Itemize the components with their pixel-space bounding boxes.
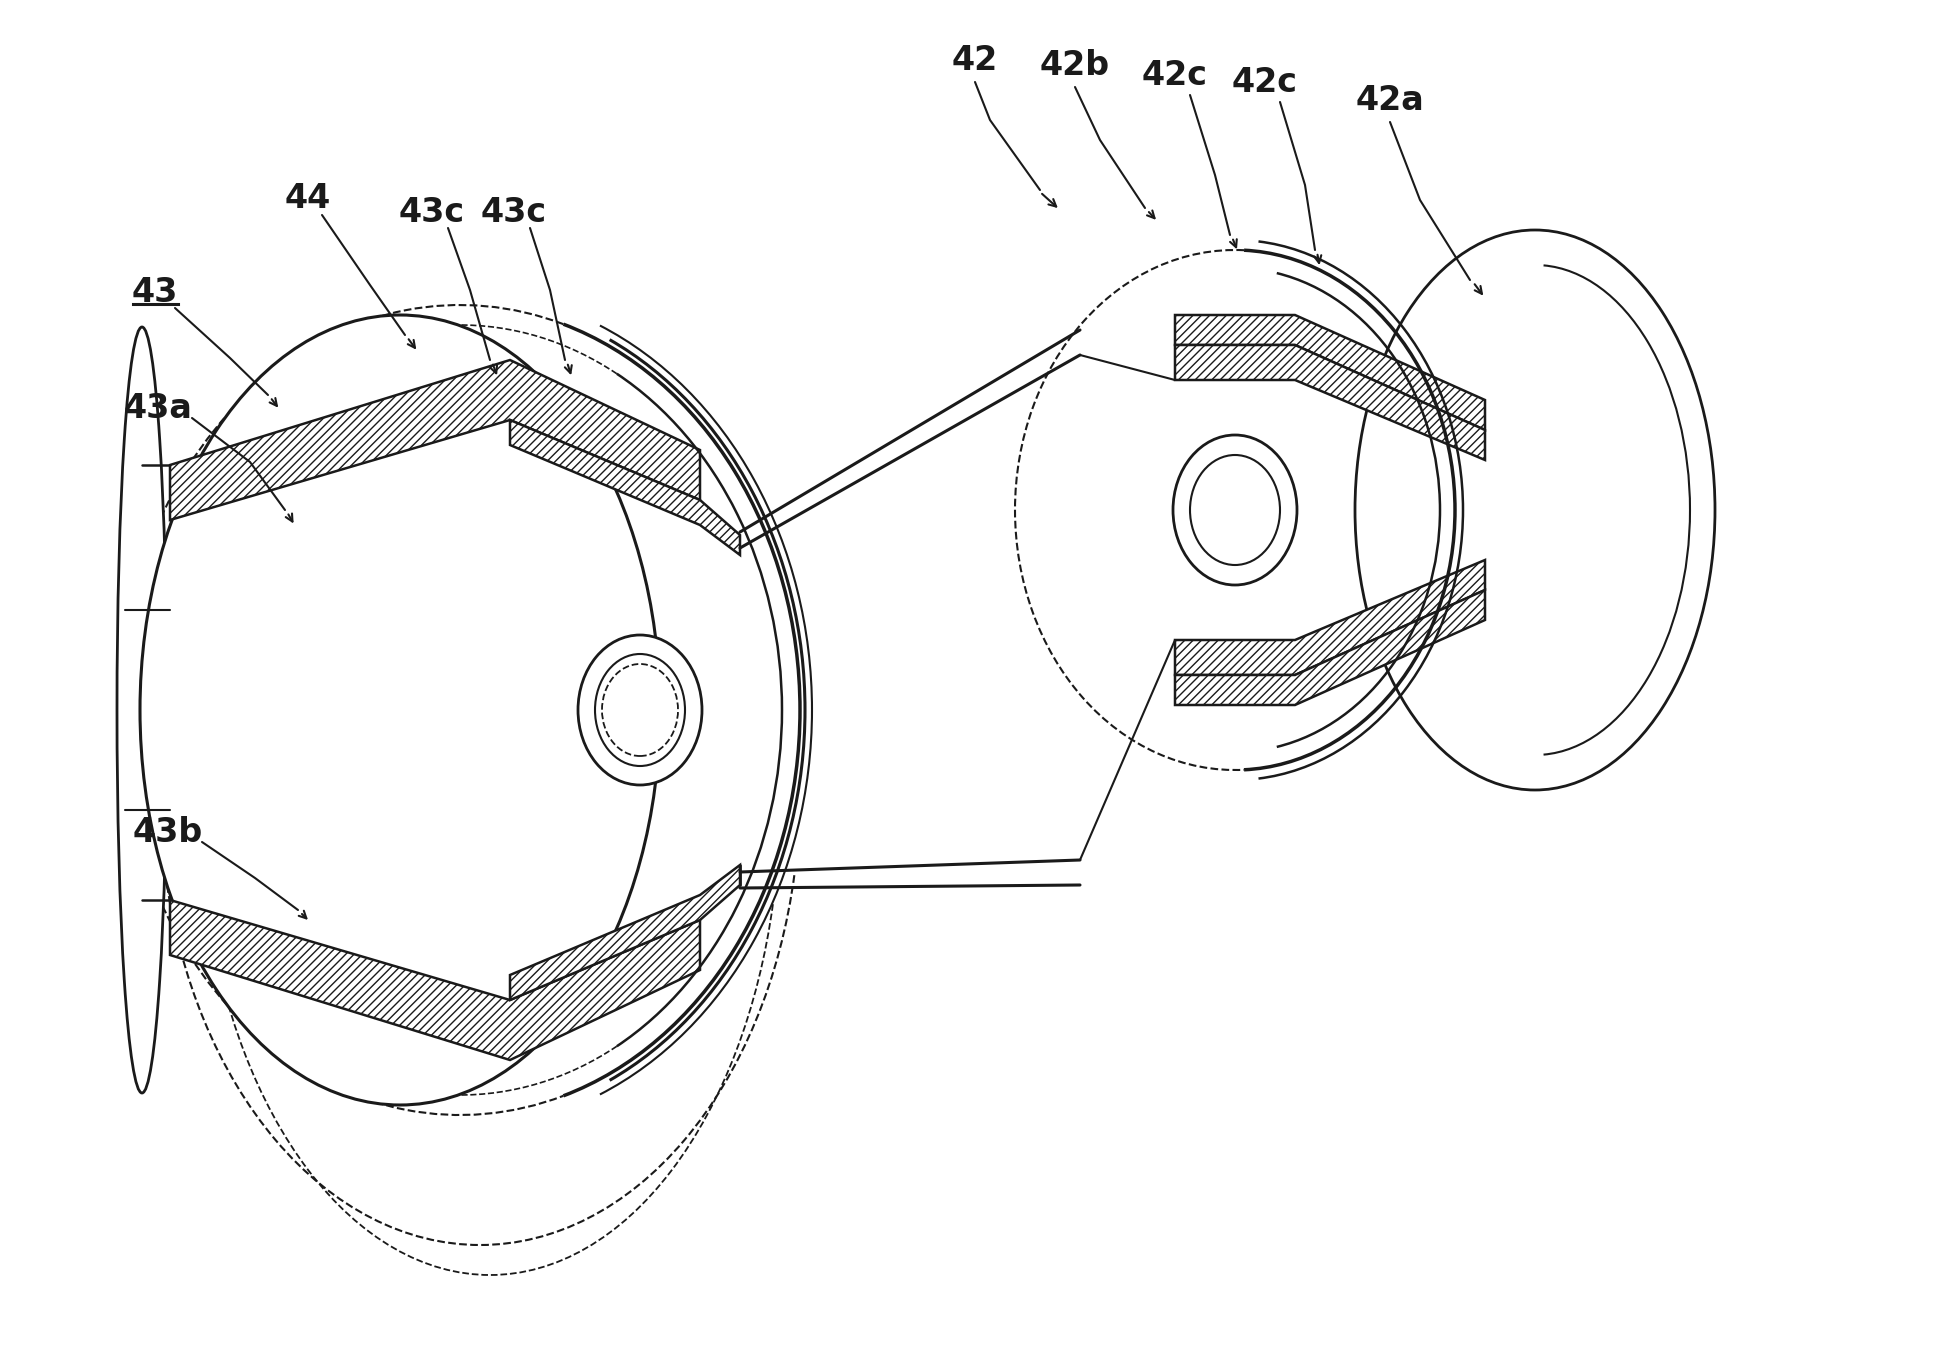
Text: 43a: 43a <box>124 392 192 425</box>
Ellipse shape <box>595 654 684 765</box>
Polygon shape <box>1175 560 1483 674</box>
Polygon shape <box>1175 590 1483 706</box>
Text: 42c: 42c <box>1142 58 1208 91</box>
Ellipse shape <box>1173 436 1297 585</box>
Ellipse shape <box>116 327 167 1092</box>
Text: 42: 42 <box>952 43 997 76</box>
Ellipse shape <box>140 315 659 1105</box>
Text: 43c: 43c <box>399 195 465 228</box>
Polygon shape <box>171 360 700 520</box>
Polygon shape <box>1175 315 1483 430</box>
Text: 43: 43 <box>132 275 178 308</box>
Ellipse shape <box>578 635 702 784</box>
Text: 43c: 43c <box>481 195 547 228</box>
Text: 44: 44 <box>285 182 332 214</box>
Polygon shape <box>171 900 700 1060</box>
Ellipse shape <box>1353 229 1714 790</box>
Text: 43b: 43b <box>132 816 204 848</box>
Text: 42b: 42b <box>1039 49 1109 81</box>
Text: 42c: 42c <box>1231 65 1297 99</box>
Polygon shape <box>510 864 739 1000</box>
Polygon shape <box>1175 345 1483 460</box>
Ellipse shape <box>601 664 677 756</box>
Polygon shape <box>510 421 739 555</box>
Text: 42a: 42a <box>1355 84 1423 117</box>
Ellipse shape <box>1189 455 1280 565</box>
